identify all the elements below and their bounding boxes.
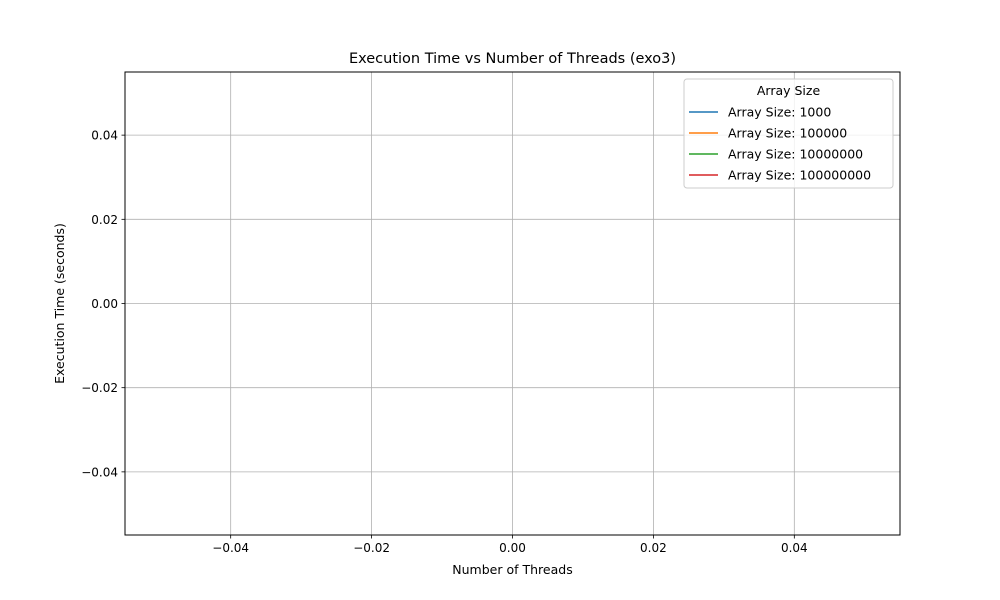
y-axis-label: Execution Time (seconds) bbox=[52, 223, 67, 384]
legend-box bbox=[683, 78, 894, 189]
y-tick-label: −0.04 bbox=[81, 465, 118, 479]
x-tick-label: 0.00 bbox=[499, 541, 526, 555]
x-tick-label: 0.02 bbox=[640, 541, 667, 555]
x-axis-label: Number of Threads bbox=[452, 562, 572, 577]
legend-label-0: Array Size: 1000 bbox=[728, 105, 831, 120]
x-tick-label: −0.02 bbox=[353, 541, 390, 555]
legend-label-1: Array Size: 100000 bbox=[728, 126, 847, 141]
ticks: −0.04 −0.02 0.00 0.02 0.04 −0.04 −0.02 0.00 0.02… bbox=[81, 129, 807, 555]
legend-label-2: Array Size: 10000000 bbox=[728, 147, 863, 162]
y-tick-label: 0.00 bbox=[91, 297, 118, 311]
y-tick-label: −0.02 bbox=[81, 381, 118, 395]
y-tick-label: 0.04 bbox=[91, 129, 118, 143]
x-tick-label: 0.04 bbox=[781, 541, 808, 555]
chart-title: Execution Time vs Number of Threads (exo… bbox=[349, 51, 676, 67]
legend-title: Array Size bbox=[757, 83, 821, 98]
legend-label-3: Array Size: 100000000 bbox=[728, 168, 871, 183]
y-tick-label: 0.02 bbox=[91, 213, 118, 227]
x-tick-label: −0.04 bbox=[212, 541, 249, 555]
legend-entries: Array Size: 1000 Array Size: 100000 Array … bbox=[689, 105, 871, 183]
